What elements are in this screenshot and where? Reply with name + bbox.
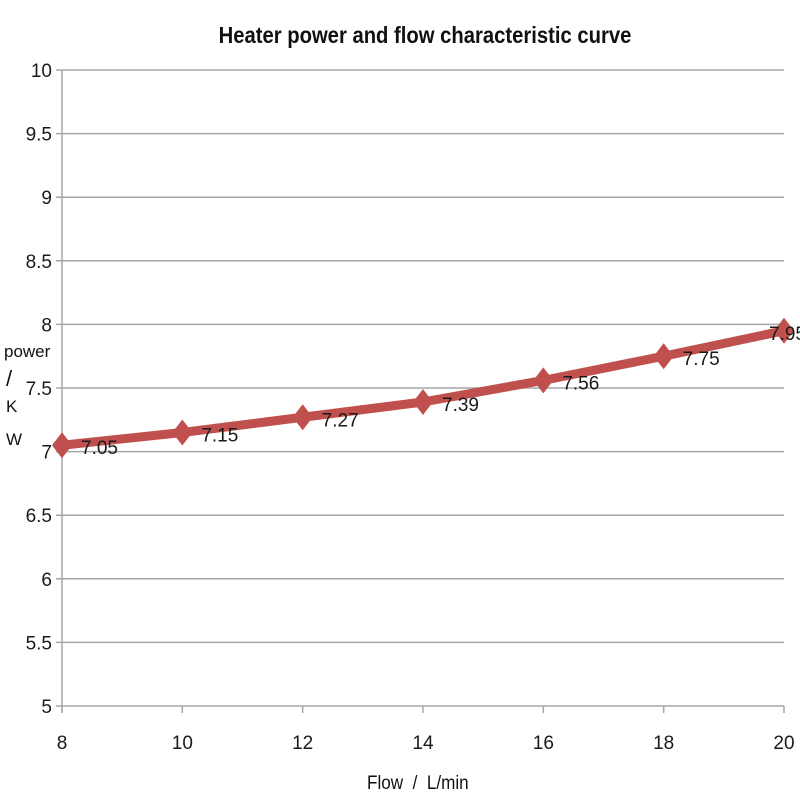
diamond-marker-icon <box>533 367 554 394</box>
chart-title: Heater power and flow characteristic cur… <box>218 22 632 48</box>
data-label: 7.15 <box>201 426 238 447</box>
x-tick-label: 10 <box>172 733 193 754</box>
y-tick-label: 9.5 <box>26 125 52 146</box>
x-axis-label: Flow / L/min <box>367 773 469 794</box>
y-tick-label: 9 <box>41 188 52 209</box>
y-tick-label: 5.5 <box>26 633 52 654</box>
x-tick-label: 18 <box>653 733 674 754</box>
diamond-marker-icon <box>52 432 72 459</box>
y-tick-label: 8.5 <box>26 252 52 273</box>
data-label: 7.75 <box>683 349 720 370</box>
x-tick-label: 16 <box>533 733 554 754</box>
x-tick-label: 20 <box>773 733 794 754</box>
y-tick-label: 8 <box>41 315 52 336</box>
y-tick-label: 6.5 <box>26 506 52 527</box>
x-tick-label: 12 <box>292 733 313 754</box>
y-axis-label-line: / <box>6 366 13 391</box>
x-tick-label: 8 <box>57 733 68 754</box>
diamond-marker-icon <box>774 317 794 344</box>
y-tick-label: 6 <box>41 570 52 591</box>
x-tick-label: 14 <box>412 733 434 754</box>
y-tick-label: 10 <box>31 61 52 82</box>
data-label: 7.27 <box>322 410 359 431</box>
y-tick-label: 5 <box>41 697 52 718</box>
diamond-marker-icon <box>172 419 193 446</box>
data-label: 7.05 <box>81 438 118 459</box>
series-line <box>57 326 789 450</box>
y-axis-label-line: power <box>4 342 51 361</box>
data-label: 7.39 <box>442 395 479 416</box>
diamond-marker-icon <box>413 388 433 415</box>
data-label: 7.95 <box>769 324 800 345</box>
y-axis-label-line: W <box>6 430 23 449</box>
data-label: 7.56 <box>562 373 599 394</box>
diamond-marker-icon <box>292 404 313 431</box>
y-axis-label-line: K <box>6 397 18 416</box>
y-axis-label: power / K W <box>4 343 52 448</box>
diamond-marker-icon <box>653 343 674 370</box>
